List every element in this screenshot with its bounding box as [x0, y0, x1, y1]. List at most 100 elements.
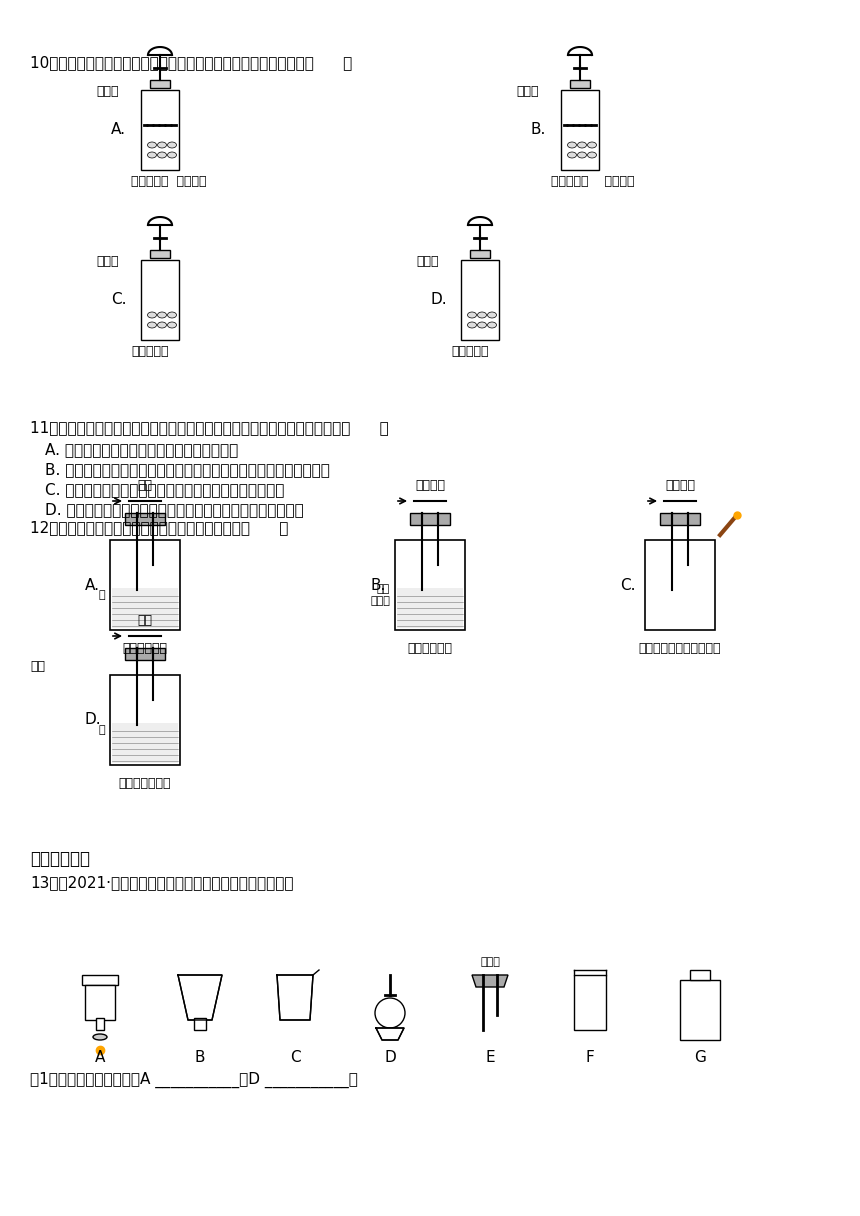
- Bar: [574, 975, 606, 1030]
- Ellipse shape: [477, 313, 487, 319]
- Text: G: G: [694, 1049, 706, 1065]
- Polygon shape: [277, 975, 313, 1020]
- Ellipse shape: [168, 313, 176, 319]
- Ellipse shape: [568, 142, 576, 148]
- Text: D. 用胶头滴管吸取液体时，先把滴管伸入液体中，再挤压胶头: D. 用胶头滴管吸取液体时，先把滴管伸入液体中，再挤压胶头: [45, 502, 304, 517]
- Text: A. 制取二氧化碳时，先加稀盐酸，再加大理石: A. 制取二氧化碳时，先加稀盐酸，再加大理石: [45, 441, 238, 457]
- Bar: [112, 589, 178, 627]
- Bar: [397, 589, 463, 627]
- Bar: [82, 975, 118, 985]
- Ellipse shape: [148, 322, 157, 328]
- Bar: [645, 540, 715, 630]
- Text: 二、填空题：: 二、填空题：: [30, 850, 90, 868]
- Text: 水: 水: [98, 725, 105, 734]
- Bar: [141, 260, 179, 340]
- Text: 澄清
石灰水: 澄清 石灰水: [370, 584, 390, 606]
- Text: C.: C.: [111, 293, 126, 308]
- Circle shape: [375, 998, 405, 1028]
- Ellipse shape: [468, 322, 476, 328]
- Text: D.: D.: [431, 293, 447, 308]
- Text: 二氧化碳: 二氧化碳: [665, 479, 695, 492]
- Bar: [660, 513, 700, 525]
- Text: F: F: [586, 1049, 594, 1065]
- Bar: [561, 90, 599, 170]
- Ellipse shape: [468, 313, 476, 319]
- Ellipse shape: [148, 142, 157, 148]
- Text: 稀盐酸: 稀盐酸: [416, 255, 439, 268]
- Text: D: D: [384, 1049, 396, 1065]
- Bar: [85, 985, 115, 1020]
- Ellipse shape: [568, 152, 576, 158]
- Ellipse shape: [168, 152, 176, 158]
- Text: 13、（2021·梧州）下列是中学化学常用的仪器，请回答：: 13、（2021·梧州）下列是中学化学常用的仪器，请回答：: [30, 876, 293, 890]
- Text: （1）请写出仪器的名称：A ___________，D ___________。: （1）请写出仪器的名称：A ___________，D ___________。: [30, 1073, 358, 1088]
- Ellipse shape: [148, 313, 157, 319]
- Ellipse shape: [157, 313, 167, 319]
- Ellipse shape: [168, 322, 176, 328]
- Text: B: B: [194, 1049, 206, 1065]
- Polygon shape: [376, 1028, 404, 1040]
- Bar: [125, 513, 165, 525]
- Text: 水: 水: [98, 590, 105, 599]
- Bar: [110, 675, 180, 765]
- Ellipse shape: [578, 152, 587, 158]
- Bar: [680, 980, 720, 1040]
- Ellipse shape: [93, 1034, 107, 1040]
- Bar: [150, 80, 170, 88]
- Bar: [112, 724, 178, 762]
- Text: 块状大理石    多孔隔板: 块状大理石 多孔隔板: [551, 175, 635, 188]
- Bar: [194, 1018, 206, 1030]
- Ellipse shape: [587, 152, 597, 158]
- Text: 稀盐酸: 稀盐酸: [516, 85, 538, 98]
- Text: E: E: [485, 1049, 494, 1065]
- Text: D.: D.: [85, 713, 101, 727]
- Text: 氧气: 氧气: [138, 614, 152, 627]
- Text: 二氧化碳: 二氧化碳: [415, 479, 445, 492]
- Text: 11、规范的操作是化学实验成功的保障。下列实验操作的先后顺序正确的是（      ）: 11、规范的操作是化学实验成功的保障。下列实验操作的先后顺序正确的是（ ）: [30, 420, 389, 435]
- Text: 氧气: 氧气: [30, 660, 45, 672]
- Text: 收集一瓶氧气: 收集一瓶氧气: [122, 642, 168, 655]
- Bar: [96, 1018, 104, 1030]
- Ellipse shape: [157, 152, 167, 158]
- Bar: [570, 80, 590, 88]
- Text: B.: B.: [370, 578, 385, 592]
- Bar: [125, 648, 165, 660]
- Ellipse shape: [148, 152, 157, 158]
- Text: C: C: [290, 1049, 300, 1065]
- Polygon shape: [472, 975, 508, 987]
- Ellipse shape: [168, 142, 176, 148]
- Ellipse shape: [488, 322, 496, 328]
- Text: B.: B.: [531, 123, 546, 137]
- Text: A: A: [95, 1049, 105, 1065]
- Text: 检验二氧化碳: 检验二氧化碳: [408, 642, 452, 655]
- Bar: [410, 513, 450, 525]
- Polygon shape: [178, 975, 222, 1020]
- Text: 10、如图实验设计，能制取二氧化碳并可控制反应发生或停止的是（      ）: 10、如图实验设计，能制取二氧化碳并可控制反应发生或停止的是（ ）: [30, 55, 353, 71]
- Text: A.: A.: [85, 578, 100, 592]
- Text: C.: C.: [620, 578, 636, 592]
- Text: 观察氧气的流速: 观察氧气的流速: [119, 777, 171, 790]
- Text: 块状大理石  多孔隔板: 块状大理石 多孔隔板: [131, 175, 206, 188]
- Bar: [395, 540, 465, 630]
- Text: C. 洗涤加热高锰酸钾制氧气的试管时，先冷却，再用水洗: C. 洗涤加热高锰酸钾制氧气的试管时，先冷却，再用水洗: [45, 482, 285, 497]
- Text: 大理石粉末: 大理石粉末: [131, 345, 169, 358]
- Text: 双孔塞: 双孔塞: [480, 957, 500, 967]
- Ellipse shape: [477, 322, 487, 328]
- Ellipse shape: [587, 142, 597, 148]
- Text: A.: A.: [111, 123, 126, 137]
- Bar: [461, 260, 499, 340]
- Text: 块状大理石: 块状大理石: [451, 345, 488, 358]
- Text: 稀硫酸: 稀硫酸: [96, 255, 119, 268]
- Text: 12、用如图装置进行实验，不能达到实验目的的是（      ）: 12、用如图装置进行实验，不能达到实验目的的是（ ）: [30, 520, 288, 535]
- Text: B. 用排水法收集氧气收满时，先把集气瓶从水中拿出，再盖上玻璃片: B. 用排水法收集氧气收满时，先把集气瓶从水中拿出，再盖上玻璃片: [45, 462, 330, 477]
- Ellipse shape: [157, 322, 167, 328]
- Bar: [690, 970, 710, 980]
- Text: 验证二氧化碳是否收集满: 验证二氧化碳是否收集满: [639, 642, 722, 655]
- Text: 稀硫酸: 稀硫酸: [96, 85, 119, 98]
- Bar: [470, 250, 490, 258]
- Bar: [110, 540, 180, 630]
- Bar: [150, 250, 170, 258]
- Bar: [141, 90, 179, 170]
- Text: 氧气: 氧气: [138, 479, 152, 492]
- Ellipse shape: [488, 313, 496, 319]
